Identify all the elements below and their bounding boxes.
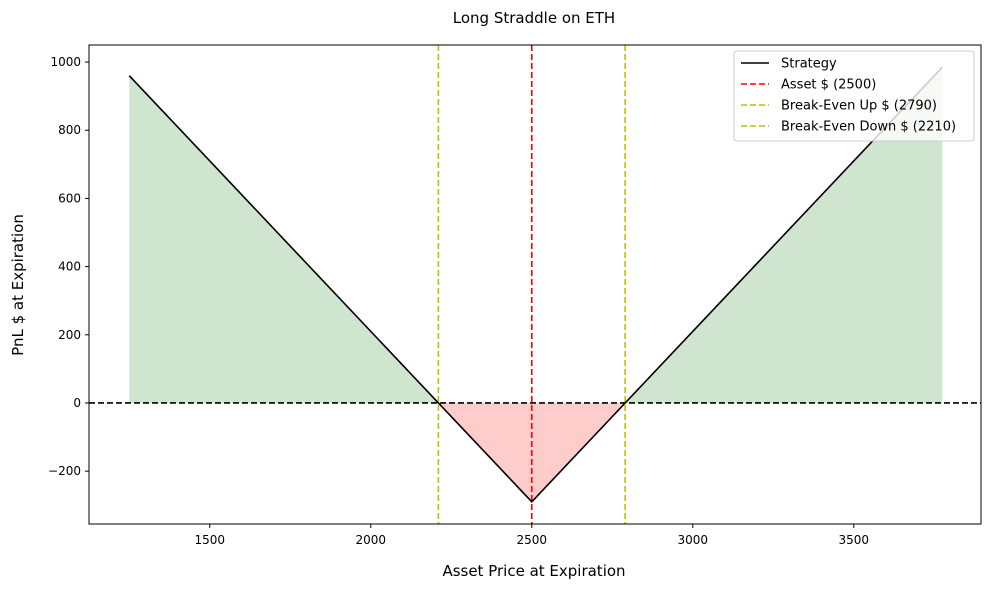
reference-lines (89, 45, 981, 524)
x-axis-label: Asset Price at Expiration (442, 562, 625, 580)
x-tick-label: 1500 (194, 533, 225, 547)
x-tick-label: 2500 (517, 533, 548, 547)
y-tick-label: −200 (48, 464, 81, 478)
legend: Strategy Asset $ (2500) Break-Even Up $ (2… (733, 50, 975, 142)
x-tick-label: 3500 (839, 533, 870, 547)
legend-label: Strategy (781, 57, 837, 72)
x-tick-label: 3000 (678, 533, 709, 547)
y-axis-label: PnL $ at Expiration (9, 214, 27, 356)
legend-label: Asset $ (2500) (781, 78, 876, 93)
legend-box (733, 50, 975, 142)
legend-label: Break-Even Down $ (2210) (781, 120, 956, 135)
series-lines (128, 66, 943, 504)
chart-title: Long Straddle on ETH (453, 9, 615, 27)
y-tick-label: 1000 (50, 55, 81, 69)
y-tick-label: 200 (58, 328, 81, 342)
x-axis-ticks: 1500 2000 2500 3000 3500 (194, 524, 869, 547)
legend-label: Break-Even Up $ (2790) (781, 99, 937, 114)
y-tick-label: 0 (73, 396, 81, 410)
x-tick-label: 2000 (355, 533, 386, 547)
y-tick-label: 400 (58, 260, 81, 274)
strategy-line (128, 66, 943, 504)
y-axis-ticks: −200 0 200 400 600 800 1000 (48, 55, 89, 478)
y-tick-label: 800 (58, 123, 81, 137)
plot-frame (88, 44, 982, 525)
legend-items: Strategy Asset $ (2500) Break-Even Up $ (2… (741, 57, 956, 135)
y-tick-label: 600 (58, 191, 81, 205)
